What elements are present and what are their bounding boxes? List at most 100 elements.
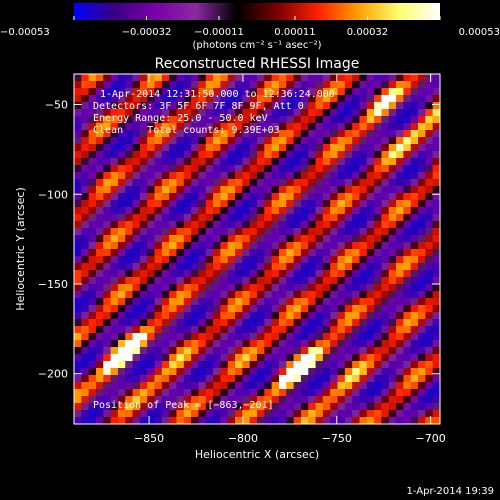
heatmap-cell bbox=[425, 326, 434, 334]
heatmap-cell bbox=[366, 200, 375, 208]
heatmap-cell bbox=[315, 396, 324, 404]
heatmap-cell bbox=[235, 284, 243, 292]
heatmap-cell bbox=[81, 249, 90, 257]
heatmap-cell bbox=[388, 200, 397, 208]
heatmap-cell bbox=[88, 144, 97, 152]
heatmap-cell bbox=[257, 88, 265, 96]
heatmap-cell bbox=[176, 88, 185, 96]
heatmap-cell bbox=[286, 298, 295, 306]
heatmap-cell bbox=[242, 375, 251, 383]
heatmap-cell bbox=[381, 207, 390, 215]
heatmap-cell bbox=[308, 291, 317, 299]
heatmap-cell bbox=[271, 137, 280, 145]
heatmap-cell bbox=[103, 396, 112, 404]
heatmap-cell bbox=[388, 291, 397, 299]
heatmap-cell bbox=[403, 165, 412, 173]
heatmap-cell bbox=[183, 361, 192, 369]
heatmap-cell bbox=[161, 200, 170, 208]
heatmap-cell bbox=[396, 361, 404, 369]
heatmap-cell bbox=[374, 74, 383, 82]
heatmap-cell bbox=[169, 88, 178, 96]
heatmap-cell bbox=[403, 172, 412, 180]
heatmap-cell bbox=[198, 382, 207, 390]
heatmap-cell bbox=[147, 207, 156, 215]
heatmap-cell bbox=[359, 291, 368, 299]
heatmap-cell bbox=[366, 375, 375, 383]
heatmap-cell bbox=[359, 326, 368, 334]
heatmap-cell bbox=[293, 235, 302, 243]
heatmap-cell bbox=[213, 417, 221, 424]
heatmap-cell bbox=[169, 340, 178, 348]
heatmap-cell bbox=[242, 214, 251, 222]
heatmap-cell bbox=[235, 417, 243, 424]
heatmap-cell bbox=[257, 270, 265, 278]
heatmap-cell bbox=[139, 158, 148, 166]
heatmap-cell bbox=[191, 249, 200, 257]
heatmap-cell bbox=[381, 284, 390, 292]
heatmap-cell bbox=[205, 81, 214, 89]
heatmap-cell bbox=[381, 389, 390, 397]
heatmap-cell bbox=[213, 396, 221, 404]
heatmap-cell bbox=[183, 123, 192, 131]
heatmap-cell bbox=[132, 340, 141, 348]
heatmap-cell bbox=[257, 74, 265, 82]
heatmap-cell bbox=[381, 375, 390, 383]
heatmap-cell bbox=[227, 207, 236, 215]
heatmap-cell bbox=[366, 102, 375, 110]
heatmap-cell bbox=[81, 172, 90, 180]
heatmap-cell bbox=[300, 221, 309, 229]
heatmap-cell bbox=[286, 277, 295, 285]
heatmap-cell bbox=[117, 102, 126, 110]
heatmap-cell bbox=[257, 403, 265, 411]
heatmap-cell bbox=[403, 417, 412, 424]
heatmap-cell bbox=[337, 256, 346, 264]
heatmap-cell bbox=[330, 102, 339, 110]
heatmap-cell bbox=[88, 417, 97, 424]
heatmap-cell bbox=[103, 193, 112, 201]
heatmap-cell bbox=[366, 214, 375, 222]
heatmap-cell bbox=[344, 144, 353, 152]
heatmap-cell bbox=[315, 263, 324, 271]
heatmap-cell bbox=[249, 207, 258, 215]
heatmap-cell bbox=[161, 256, 170, 264]
heatmap-cell bbox=[403, 235, 412, 243]
heatmap-cell bbox=[257, 130, 265, 138]
heatmap-cell bbox=[403, 263, 412, 271]
heatmap-cell bbox=[403, 88, 412, 96]
heatmap-cell bbox=[74, 417, 82, 424]
heatmap-cell bbox=[264, 158, 273, 166]
heatmap-cell bbox=[330, 172, 339, 180]
heatmap-cell bbox=[220, 235, 229, 243]
heatmap-cell bbox=[110, 410, 119, 418]
heatmap-cell bbox=[308, 361, 317, 369]
heatmap-cell bbox=[264, 249, 273, 257]
heatmap-cell bbox=[191, 375, 200, 383]
heatmap-cell bbox=[213, 207, 221, 215]
heatmap-cell bbox=[308, 277, 317, 285]
heatmap-cell bbox=[125, 144, 134, 152]
heatmap-cell bbox=[235, 130, 243, 138]
heatmap-cell bbox=[403, 95, 412, 103]
heatmap-cell bbox=[198, 354, 207, 362]
heatmap-cell bbox=[117, 368, 126, 376]
heatmap-cell bbox=[381, 396, 390, 404]
heatmap-cell bbox=[132, 200, 141, 208]
heatmap-cell bbox=[330, 207, 339, 215]
heatmap-cell bbox=[271, 130, 280, 138]
heatmap-cell bbox=[117, 95, 126, 103]
heatmap-cell bbox=[117, 263, 126, 271]
heatmap-cell bbox=[410, 130, 419, 138]
heatmap-cell bbox=[198, 403, 207, 411]
heatmap-cell bbox=[359, 319, 368, 327]
heatmap-cell bbox=[257, 333, 265, 341]
heatmap-cell bbox=[264, 123, 273, 131]
heatmap-cell bbox=[425, 74, 434, 82]
heatmap-cell bbox=[337, 319, 346, 327]
heatmap-cell bbox=[322, 74, 331, 82]
heatmap-cell bbox=[278, 200, 287, 208]
heatmap-cell bbox=[330, 333, 339, 341]
heatmap-cell bbox=[344, 333, 353, 341]
heatmap-cell bbox=[322, 298, 331, 306]
heatmap-cell bbox=[396, 368, 404, 376]
heatmap-cell bbox=[191, 123, 200, 131]
